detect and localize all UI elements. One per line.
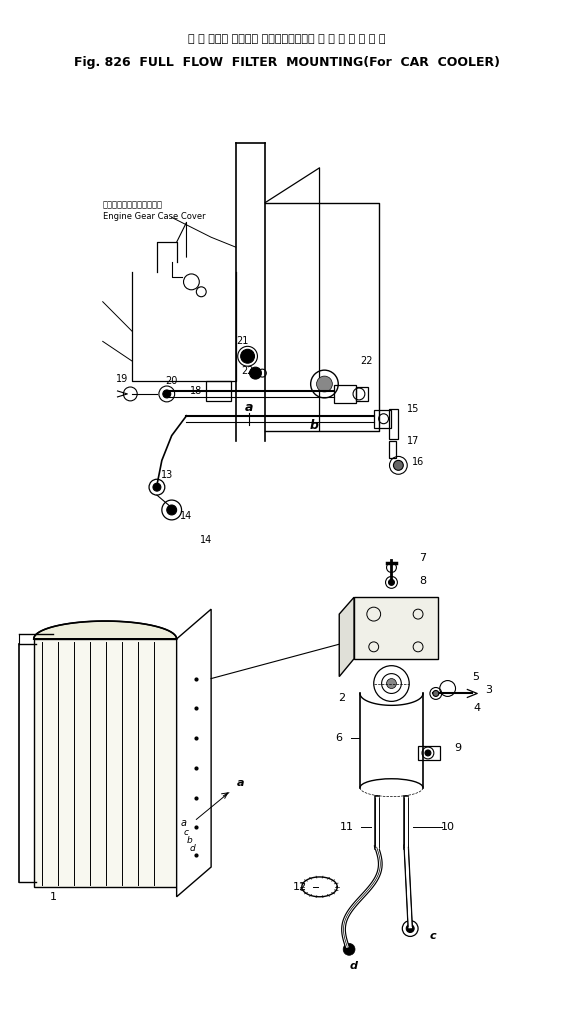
Text: Engine Gear Case Cover: Engine Gear Case Cover <box>103 213 205 221</box>
Bar <box>374 410 392 428</box>
Text: エンジンギヤケースカバー: エンジンギヤケースカバー <box>103 201 163 210</box>
Text: 3: 3 <box>485 685 493 696</box>
Text: b: b <box>186 836 192 845</box>
Text: a: a <box>244 402 253 415</box>
Bar <box>389 409 398 439</box>
Circle shape <box>163 390 171 397</box>
Circle shape <box>393 460 403 470</box>
Text: 14: 14 <box>181 511 193 521</box>
Circle shape <box>407 925 414 933</box>
Bar <box>356 387 368 401</box>
Text: 10: 10 <box>440 822 455 832</box>
Circle shape <box>343 943 355 955</box>
Bar <box>418 746 440 759</box>
Text: c: c <box>184 827 189 837</box>
Polygon shape <box>34 621 177 639</box>
Text: 21: 21 <box>236 337 249 347</box>
Text: 22: 22 <box>361 356 373 366</box>
Circle shape <box>250 367 262 379</box>
Polygon shape <box>354 597 438 659</box>
Text: 19: 19 <box>116 374 129 384</box>
Text: フ ル フロー フィルタ マウンティング（ カ ー ク ー ラ 用 ）: フ ル フロー フィルタ マウンティング（ カ ー ク ー ラ 用 ） <box>188 33 386 44</box>
Circle shape <box>389 579 394 585</box>
Text: 16: 16 <box>412 457 424 467</box>
Circle shape <box>241 349 255 363</box>
Text: 12: 12 <box>293 882 307 892</box>
Circle shape <box>167 505 177 515</box>
Text: a: a <box>181 818 186 828</box>
Text: 11: 11 <box>340 822 354 832</box>
Text: a: a <box>237 778 244 788</box>
Text: 2: 2 <box>338 694 345 704</box>
Circle shape <box>433 691 439 697</box>
Text: c: c <box>430 932 436 941</box>
Text: 17: 17 <box>407 436 419 445</box>
Circle shape <box>425 750 431 756</box>
Polygon shape <box>34 639 177 887</box>
Text: 14: 14 <box>200 534 212 545</box>
Bar <box>334 385 356 403</box>
Text: 8: 8 <box>419 576 427 586</box>
Text: 5: 5 <box>472 671 479 681</box>
Text: 6: 6 <box>336 733 343 743</box>
Text: 4: 4 <box>474 704 481 713</box>
Text: 15: 15 <box>407 404 419 414</box>
Polygon shape <box>339 597 354 676</box>
Circle shape <box>386 678 396 689</box>
Bar <box>389 440 396 458</box>
Text: d: d <box>190 844 196 853</box>
Bar <box>206 381 231 401</box>
Text: d: d <box>350 961 358 971</box>
Text: 7: 7 <box>419 553 427 563</box>
Text: Fig. 826  FULL  FLOW  FILTER  MOUNTING(For  CAR  COOLER): Fig. 826 FULL FLOW FILTER MOUNTING(For C… <box>74 56 500 69</box>
Text: 1: 1 <box>50 891 57 901</box>
Polygon shape <box>177 609 211 896</box>
Text: 13: 13 <box>160 470 173 481</box>
Text: 9: 9 <box>454 743 461 753</box>
Circle shape <box>317 376 332 392</box>
Text: 20: 20 <box>166 376 178 386</box>
Circle shape <box>153 484 161 491</box>
Text: b: b <box>310 419 319 432</box>
Text: 22: 22 <box>242 366 254 376</box>
Text: 18: 18 <box>190 386 202 395</box>
